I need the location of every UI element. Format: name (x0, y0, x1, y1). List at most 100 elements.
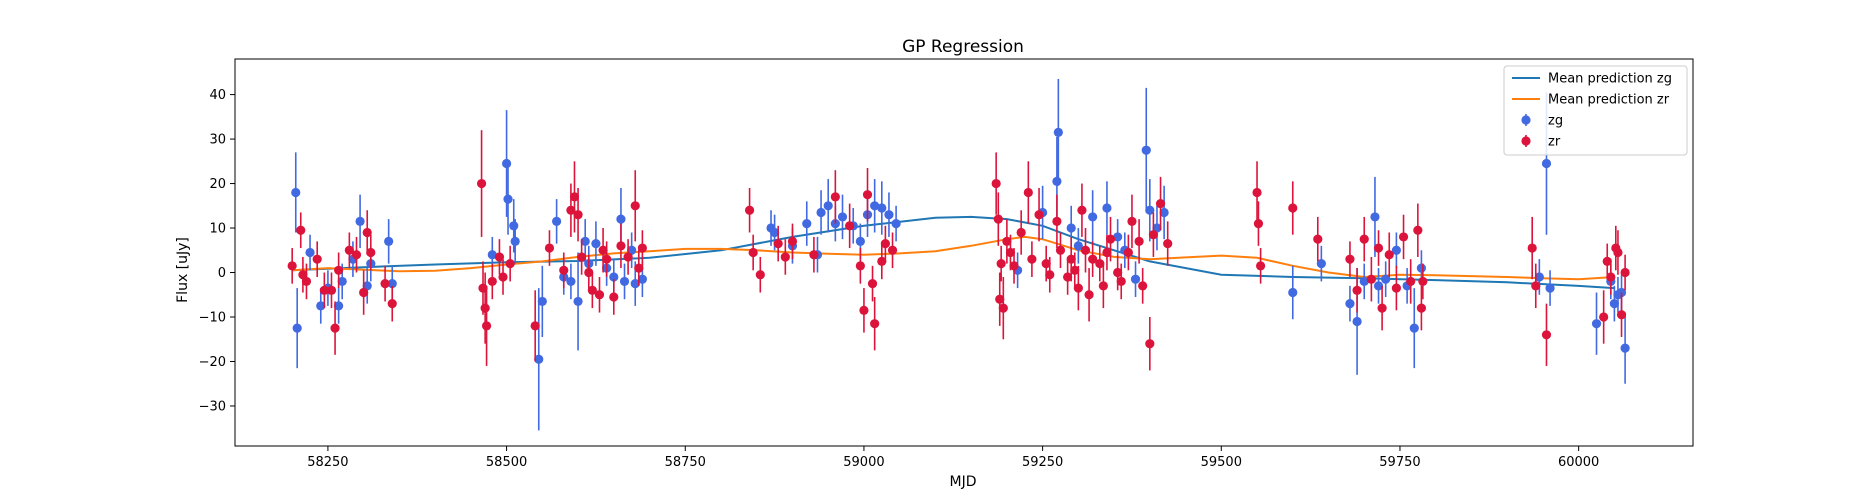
data-point-zr (319, 285, 329, 295)
data-point-zr (594, 290, 605, 300)
data-point-zr (1134, 236, 1144, 246)
data-point-zr (859, 305, 869, 315)
data-point-zr (867, 279, 878, 289)
data-point-zr (530, 321, 540, 331)
data-point-zr (637, 243, 647, 253)
data-point-zr (1606, 272, 1616, 282)
data-point-zr (1620, 267, 1630, 278)
x-tick-label: 58500 (486, 455, 527, 470)
data-point-zr (1313, 234, 1323, 244)
data-point-zg (770, 227, 780, 238)
data-point-zg (637, 274, 647, 284)
data-point-zg (501, 158, 512, 169)
data-point-zr (1413, 225, 1423, 235)
data-point-zg (537, 296, 547, 307)
y-axis-label: Flux [uJy] (175, 237, 191, 303)
data-point-zr (1034, 210, 1044, 220)
data-point-zr (1599, 312, 1609, 322)
data-point-zg (616, 214, 626, 224)
data-point-zr (998, 303, 1008, 313)
data-point-zr (996, 259, 1006, 269)
data-point-zr (870, 319, 880, 329)
y-axis: −30 −20 −10 0 10 20 30 40 (199, 88, 235, 414)
data-point-zg (1288, 287, 1298, 298)
data-point-zr (1105, 234, 1116, 244)
data-point-zr (1155, 198, 1166, 209)
data-point-zr (1252, 187, 1262, 198)
data-point-zg (823, 201, 833, 211)
data-point-zr (880, 239, 890, 249)
legend-label: zr (1548, 135, 1561, 150)
data-point-zr (887, 245, 898, 255)
data-point-zr (1041, 259, 1051, 269)
y-tick-label: −30 (199, 399, 226, 414)
data-point-zr (1531, 281, 1541, 291)
data-point-zg (837, 212, 848, 222)
data-point-zr (1098, 281, 1108, 291)
data-point-zr (993, 214, 1003, 224)
data-point-zg (509, 221, 519, 231)
data-point-zr (744, 205, 755, 215)
data-point-zr (312, 254, 322, 264)
data-point-zr (1088, 254, 1098, 264)
data-point-zg (1159, 207, 1169, 218)
data-point-zr (845, 221, 855, 231)
data-point-zr (1352, 285, 1362, 295)
data-point-zr (1113, 267, 1123, 278)
data-point-zr (1163, 239, 1173, 249)
data-point-zr (1366, 274, 1376, 284)
data-point-zg (1591, 319, 1602, 329)
y-tick-label: 10 (209, 222, 226, 237)
data-point-zr (1406, 276, 1416, 287)
data-point-zg (1102, 203, 1112, 213)
data-point-zr (1077, 205, 1087, 215)
y-tick-label: −20 (199, 355, 226, 370)
data-point-zg (816, 207, 826, 218)
data-point-zr (1541, 330, 1552, 340)
data-point-zg (1113, 232, 1123, 242)
data-point-zr (634, 263, 644, 273)
data-point-zr (1002, 236, 1012, 246)
data-point-zr (1145, 339, 1155, 349)
data-point-zr (587, 285, 597, 295)
data-point-zr (787, 236, 798, 246)
x-tick-label: 59500 (1201, 455, 1242, 470)
data-point-zr (1391, 283, 1401, 293)
data-point-zr (1009, 261, 1019, 271)
data-point-zg (1352, 316, 1362, 327)
data-point-zr (573, 210, 583, 220)
legend: Mean prediction zg Mean prediction zr zg zr (1503, 65, 1688, 156)
data-point-zg (337, 276, 347, 287)
data-point-zr (630, 201, 640, 211)
series-zg-points (291, 79, 1630, 431)
data-point-zr (773, 239, 783, 249)
chart-title: GP Regression (902, 37, 1024, 57)
data-point-zg (503, 194, 513, 204)
x-tick-label: 59250 (1022, 455, 1063, 470)
x-axis: 58250 58500 58750 59000 59250 59500 59750 60000 (307, 446, 1599, 470)
data-point-zg (1066, 223, 1076, 233)
data-point-zr (1138, 281, 1148, 291)
data-point-zg (1073, 241, 1083, 251)
data-point-zg (877, 203, 887, 213)
data-point-zg (619, 276, 630, 287)
data-point-zg (1130, 274, 1141, 284)
data-point-zr (1148, 230, 1158, 240)
data-point-zg (609, 272, 619, 282)
data-point-zg (1534, 272, 1544, 282)
data-point-zg (1141, 145, 1151, 155)
data-point-zr (623, 252, 633, 262)
data-point-zr (1616, 310, 1627, 320)
data-point-zr (1373, 243, 1384, 253)
data-point-zr (1066, 254, 1076, 264)
data-point-zr (1027, 254, 1037, 264)
data-point-zr (1080, 245, 1091, 255)
x-tick-label: 59000 (843, 455, 884, 470)
y-tick-label: −10 (199, 311, 226, 326)
data-point-zr (1023, 187, 1033, 198)
data-point-zr (577, 252, 587, 262)
plot-frame (234, 58, 1694, 447)
legend-swatch-marker (1521, 136, 1531, 146)
data-point-zr (366, 247, 376, 258)
data-point-zr (1055, 245, 1066, 255)
